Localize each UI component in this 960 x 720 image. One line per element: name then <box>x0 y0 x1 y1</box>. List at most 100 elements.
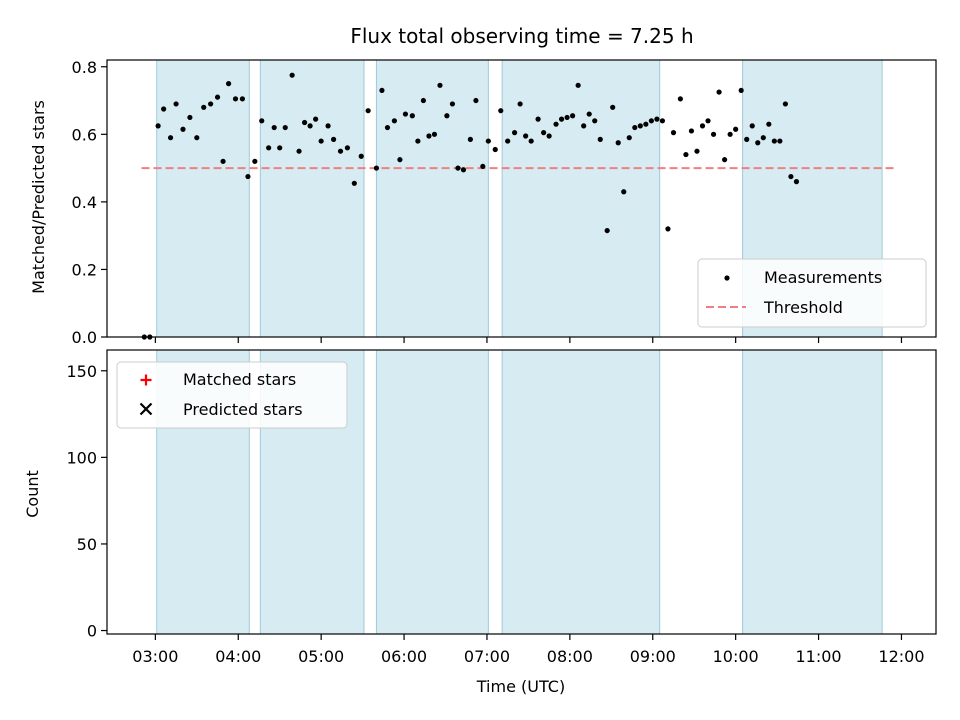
measurement-point <box>444 113 450 119</box>
measurement-point <box>420 97 427 104</box>
legend-box <box>116 361 348 429</box>
measurement-point <box>155 123 161 129</box>
x-tick-label: 04:00 <box>215 647 261 666</box>
legend-marker-matched <box>140 374 152 386</box>
legend-label-predicted: Predicted stars <box>183 400 303 419</box>
measurement-point <box>570 113 576 119</box>
measurement-point <box>318 138 324 144</box>
measurement-point <box>467 136 473 142</box>
measurement-point <box>659 118 666 124</box>
measurement-point <box>535 116 541 122</box>
x-tick-label: 11:00 <box>796 647 842 666</box>
legend-label-measurements: Measurements <box>764 268 882 287</box>
measurement-point <box>415 138 421 144</box>
measurement-point <box>733 126 739 132</box>
chart-title: Flux total observing time = 7.25 h <box>350 24 693 48</box>
measurement-point <box>180 126 186 132</box>
y-tick-label: 150 <box>66 362 97 381</box>
x-tick-label: 08:00 <box>547 647 593 666</box>
measurement-point <box>373 165 380 171</box>
legend-top: Measurements Threshold <box>697 258 927 328</box>
bottom-y-axis-label: Count <box>23 470 42 518</box>
legend-label-threshold: Threshold <box>763 298 843 317</box>
measurement-point <box>485 138 491 144</box>
measurement-point <box>277 145 283 151</box>
legend-box <box>697 258 927 328</box>
measurement-point <box>301 119 308 126</box>
measurement-point <box>782 101 788 107</box>
measurement-point <box>187 114 193 121</box>
shaded-interval <box>259 59 365 338</box>
measurement-point <box>705 118 711 124</box>
measurement-point <box>710 131 717 137</box>
measurement-point <box>384 124 391 131</box>
shaded-interval <box>501 59 661 338</box>
shaded-interval <box>501 349 661 635</box>
measurement-point <box>313 116 319 122</box>
measurement-point <box>626 135 632 141</box>
measurement-point <box>480 163 486 170</box>
y-tick-label: 0.2 <box>72 260 97 279</box>
measurement-point <box>271 124 277 131</box>
measurement-point <box>167 135 174 141</box>
measurement-point <box>665 226 671 232</box>
measurement-point <box>296 148 302 154</box>
measurement-point <box>505 138 511 144</box>
measurement-point <box>575 82 581 88</box>
measurement-point <box>523 133 529 139</box>
measurement-point <box>437 82 443 88</box>
measurement-point <box>597 136 603 142</box>
shaded-interval <box>742 349 883 635</box>
measurement-point <box>632 124 638 131</box>
measurement-point <box>358 153 364 159</box>
measurement-point <box>161 106 167 112</box>
measurement-point <box>473 97 479 104</box>
measurement-point <box>760 135 766 141</box>
measurement-point <box>738 87 744 94</box>
measurement-point <box>546 133 552 139</box>
measurement-point <box>214 94 221 100</box>
legend-bottom: Matched stars Predicted stars <box>116 361 348 429</box>
measurement-point <box>558 116 565 122</box>
measurement-point <box>788 173 794 180</box>
measurement-point <box>694 148 700 154</box>
measurement-point <box>449 101 456 107</box>
measurement-point <box>517 101 523 107</box>
top-y-axis-label: Matched/Predicted stars <box>29 100 48 294</box>
y-tick-label: 0.4 <box>72 193 97 212</box>
measurement-point <box>727 131 733 137</box>
measurement-point <box>677 96 683 102</box>
measurement-point <box>409 113 415 119</box>
measurement-point <box>325 123 331 129</box>
x-tick-label: 05:00 <box>298 647 344 666</box>
measurement-point <box>604 227 610 234</box>
measurement-point <box>173 101 179 107</box>
measurement-point <box>586 111 592 117</box>
measurement-point <box>344 145 351 151</box>
measurement-point <box>615 140 621 146</box>
measurement-point <box>365 108 371 114</box>
measurement-point <box>683 151 689 158</box>
x-tick-label: 03:00 <box>132 647 178 666</box>
measurement-point <box>621 189 627 195</box>
measurement-point <box>541 130 547 136</box>
measurement-point <box>252 158 258 164</box>
top-panel: 0.0 0.2 0.4 0.6 0.8 Measurements Threshold <box>72 58 937 347</box>
legend-label-matched: Matched stars <box>183 370 296 389</box>
measurement-point <box>592 118 598 124</box>
measurement-point <box>722 157 728 163</box>
measurement-point <box>266 145 272 151</box>
measurement-point <box>498 108 504 114</box>
measurement-point <box>564 114 570 121</box>
measurement-point <box>239 96 246 102</box>
measurement-point <box>637 123 643 129</box>
measurement-point <box>232 96 239 102</box>
measurement-point <box>777 138 783 144</box>
plot-frame <box>106 59 937 338</box>
y-tick-label: 0.6 <box>72 125 97 144</box>
measurement-point <box>581 123 587 129</box>
measurement-point <box>282 124 288 131</box>
x-tick-label: 12:00 <box>878 647 924 666</box>
measurement-point <box>245 173 251 180</box>
measurement-point <box>553 121 559 127</box>
